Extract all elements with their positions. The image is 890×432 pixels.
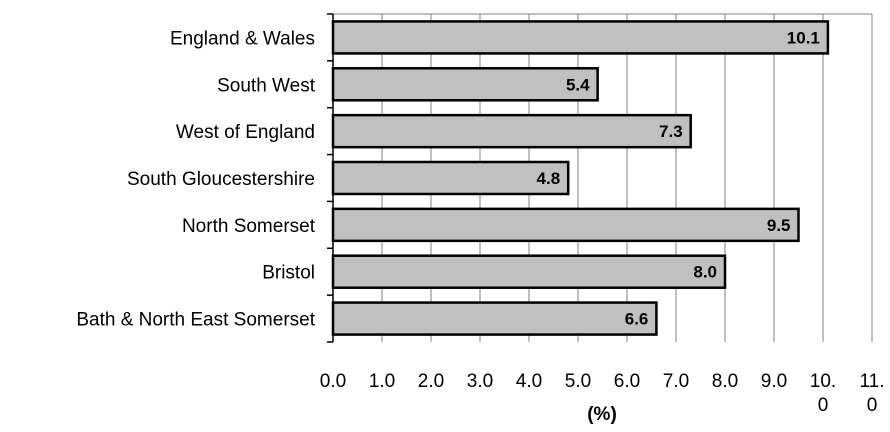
x-tick-label: 11. 0	[859, 371, 884, 416]
x-tick-label: 3.0	[467, 371, 493, 392]
bar	[331, 113, 692, 149]
x-axis-title: (%)	[587, 404, 617, 425]
data-label: 7.3	[659, 122, 683, 141]
data-label: 4.8	[537, 169, 561, 188]
bars: 10.1 5.4 7.3 4.8 9.5 8.0 6.6	[331, 20, 830, 336]
x-tick-label: 1.0	[369, 371, 395, 392]
x-tick-label: 4.0	[516, 371, 542, 392]
category-label: England & Wales	[170, 28, 315, 49]
bar	[331, 67, 599, 102]
x-tick-label: 2.0	[418, 371, 444, 392]
x-tick-label: 9.0	[761, 371, 787, 392]
category-label: Bristol	[262, 263, 315, 284]
category-labels: England & Wales South West West of England…	[76, 28, 315, 330]
category-label: North Somerset	[182, 216, 316, 237]
x-tick-label: 8.0	[712, 371, 738, 392]
x-tick-label: 6.0	[614, 371, 640, 392]
bar	[331, 20, 830, 55]
category-label: South Gloucestershire	[127, 169, 315, 190]
bar	[331, 207, 800, 243]
data-label: 10.1	[787, 28, 820, 47]
data-label: 8.0	[693, 263, 717, 282]
axes	[327, 13, 334, 343]
bar	[331, 301, 658, 336]
x-tick-label: 5.0	[565, 371, 591, 392]
bar	[331, 254, 727, 289]
category-label: Bath & North East Somerset	[76, 310, 315, 331]
data-label: 6.6	[625, 310, 649, 329]
bar	[331, 160, 570, 196]
data-label: 5.4	[566, 75, 590, 94]
category-label: West of England	[176, 122, 315, 143]
category-label: South West	[217, 75, 316, 96]
x-tick-label: 10. 0	[810, 371, 836, 416]
x-tick-label: 0.0	[320, 371, 346, 392]
data-label: 9.5	[767, 216, 791, 235]
x-tick-labels: 0.0 1.0 2.0 3.0 4.0 5.0 6.0 7.0 8.0 9.0 10. 0 11. 0	[320, 371, 885, 416]
x-tick-label: 7.0	[663, 371, 689, 392]
